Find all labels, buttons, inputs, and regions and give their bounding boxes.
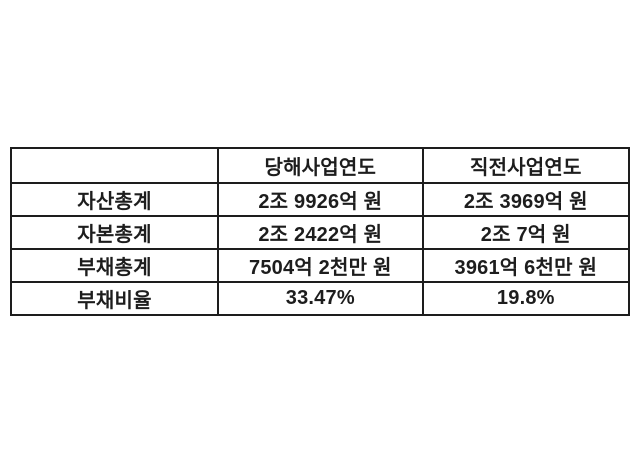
cell-total-liabilities-current: 7504억 2천만 원 bbox=[217, 248, 424, 283]
cell-total-assets-current: 2조 9926억 원 bbox=[217, 182, 424, 217]
table-row-total-liabilities: 부채총계 7504억 2천만 원 3961억 6천만 원 bbox=[9, 248, 631, 283]
column-header-current-fiscal-year: 당해사업연도 bbox=[217, 147, 424, 184]
cell-total-equity-current: 2조 2422억 원 bbox=[217, 215, 424, 250]
cell-debt-ratio-previous: 19.8% bbox=[421, 281, 631, 316]
cell-debt-ratio-current: 33.47% bbox=[217, 281, 424, 316]
row-label-total-liabilities: 부채총계 bbox=[9, 248, 220, 283]
table-row-total-equity: 자본총계 2조 2422억 원 2조 7억 원 bbox=[9, 215, 631, 250]
cell-total-assets-previous: 2조 3969억 원 bbox=[421, 182, 631, 217]
row-label-debt-ratio: 부채비율 bbox=[9, 281, 220, 316]
cell-total-liabilities-previous: 3961억 6천만 원 bbox=[421, 248, 631, 283]
column-header-previous-fiscal-year: 직전사업연도 bbox=[421, 147, 631, 184]
row-label-total-equity: 자본총계 bbox=[9, 215, 220, 250]
row-label-total-assets: 자산총계 bbox=[9, 182, 220, 217]
cell-total-equity-previous: 2조 7억 원 bbox=[421, 215, 631, 250]
table-row-total-assets: 자산총계 2조 9926억 원 2조 3969억 원 bbox=[9, 182, 631, 217]
financial-summary-table: 당해사업연도 직전사업연도 자산총계 2조 9926억 원 2조 3969억 원… bbox=[9, 147, 631, 316]
table-row-debt-ratio: 부채비율 33.47% 19.8% bbox=[9, 281, 631, 316]
header-row: 당해사업연도 직전사업연도 bbox=[9, 147, 631, 184]
column-header-empty bbox=[9, 147, 220, 184]
